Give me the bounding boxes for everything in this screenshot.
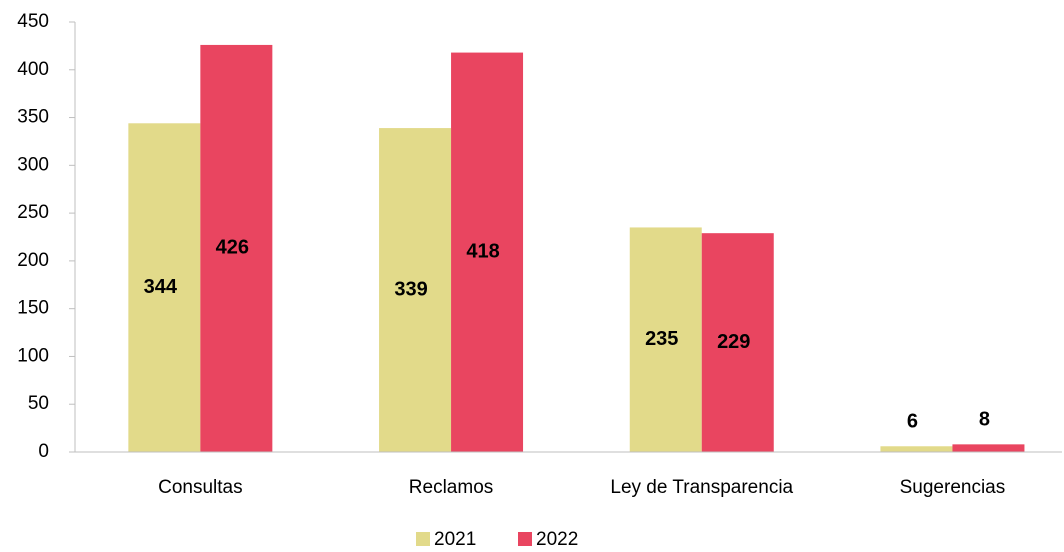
data-label: 344 — [144, 276, 178, 298]
x-tick-label: Reclamos — [409, 477, 493, 498]
bar — [451, 52, 524, 452]
y-tick-label: 350 — [17, 107, 49, 128]
bar — [128, 123, 201, 453]
data-label: 8 — [979, 409, 990, 431]
x-tick-label: Consultas — [158, 477, 243, 498]
legend-swatch — [518, 532, 532, 546]
data-label: 418 — [466, 241, 499, 263]
y-tick-label: 0 — [38, 441, 49, 462]
data-label: 229 — [717, 331, 750, 353]
legend-label: 2022 — [536, 529, 578, 550]
bar — [200, 44, 273, 452]
y-tick-label: 150 — [17, 298, 49, 319]
y-tick-label: 400 — [17, 59, 49, 80]
y-tick-label: 100 — [17, 345, 49, 366]
x-tick-label: Ley de Transparencia — [610, 477, 793, 498]
bar — [379, 128, 452, 453]
legend-label: 2021 — [434, 529, 476, 550]
data-label: 426 — [216, 237, 249, 259]
y-tick-label: 50 — [28, 393, 49, 414]
y-tick-label: 200 — [17, 250, 49, 271]
data-label: 339 — [394, 278, 427, 300]
legend-swatch — [416, 532, 430, 546]
y-tick-label: 250 — [17, 202, 49, 223]
y-tick-label: 450 — [17, 11, 49, 32]
bar — [952, 444, 1025, 452]
x-tick-label: Sugerencias — [900, 477, 1006, 498]
bar — [629, 227, 702, 452]
bar — [880, 446, 953, 452]
y-tick-label: 300 — [17, 154, 49, 175]
bar — [701, 233, 774, 452]
data-label: 235 — [645, 328, 678, 350]
data-label: 6 — [907, 411, 918, 433]
